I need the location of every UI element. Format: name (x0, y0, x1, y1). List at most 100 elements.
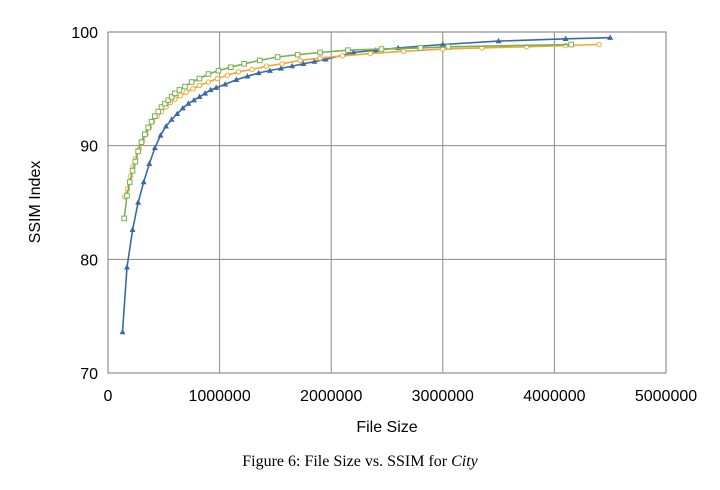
data-point (339, 53, 346, 59)
x-axis-title: File Size (356, 419, 417, 436)
data-point (289, 62, 296, 69)
data-point (188, 79, 195, 85)
data-point (233, 76, 240, 82)
x-tick-label: 3000000 (412, 388, 474, 405)
data-point (129, 167, 136, 174)
data-point (495, 37, 502, 44)
data-point (297, 57, 303, 64)
data-point (183, 89, 189, 95)
data-point (607, 34, 614, 40)
plot-area (107, 31, 667, 374)
data-point (205, 79, 212, 85)
data-point (439, 41, 446, 47)
grid (108, 32, 666, 373)
data-point (378, 46, 385, 52)
data-point (177, 92, 184, 99)
data-point (205, 71, 212, 77)
data-point (196, 75, 203, 82)
data-point (124, 192, 130, 199)
data-point (317, 55, 323, 61)
data-point (165, 97, 172, 104)
data-point (596, 41, 602, 48)
data-point (123, 264, 130, 270)
y-tick-labels: 70 80 90 100 (71, 25, 98, 383)
data-point (294, 51, 301, 58)
x-tick-labels: 0 1000000 2000000 3000000 4000000 5000000 (104, 388, 698, 405)
data-point (174, 110, 181, 117)
data-point (148, 118, 155, 125)
data-point (401, 48, 407, 55)
data-point (222, 81, 229, 87)
data-point (202, 90, 209, 96)
series-line (121, 36, 611, 333)
data-point (145, 124, 151, 131)
data-point (215, 67, 222, 74)
data-point (190, 86, 196, 92)
series-layer (119, 34, 614, 335)
data-point (142, 131, 148, 138)
data-point (135, 148, 141, 155)
data-point (300, 60, 307, 67)
x-tick-label: 4000000 (523, 388, 585, 405)
y-tick-label: 70 (80, 366, 98, 383)
data-point (135, 199, 142, 205)
data-point (445, 43, 452, 50)
data-point (224, 72, 231, 78)
data-point (263, 63, 270, 69)
data-point (163, 123, 170, 129)
data-point (256, 57, 263, 64)
data-point (279, 61, 285, 67)
data-point (207, 86, 214, 93)
data-point (129, 226, 136, 232)
data-point (350, 49, 357, 55)
data-point (172, 90, 178, 97)
x-tick-label: 5000000 (635, 388, 697, 405)
data-point (345, 47, 351, 53)
data-point (146, 160, 153, 167)
data-point (317, 49, 323, 56)
data-point (190, 97, 197, 103)
data-point (367, 50, 373, 57)
data-point (214, 75, 221, 82)
series-3 (121, 41, 574, 222)
data-point (241, 61, 247, 67)
data-point (168, 93, 175, 100)
data-point (274, 54, 281, 60)
figure-caption: Figure 6: File Size vs. SSIM for City (242, 453, 478, 470)
x-tick-label: 2000000 (300, 388, 362, 405)
data-point (138, 139, 145, 146)
data-point (155, 108, 162, 115)
x-tick-label: 1000000 (188, 388, 250, 405)
data-point (255, 69, 262, 76)
data-point (266, 67, 273, 73)
x-tick-label: 0 (104, 388, 113, 405)
data-point (168, 116, 175, 122)
data-point (151, 144, 158, 151)
data-point (213, 84, 220, 90)
data-point (176, 87, 183, 93)
series-line (123, 43, 572, 219)
y-tick-label: 100 (71, 25, 98, 42)
data-point (158, 104, 165, 110)
series-2 (122, 41, 602, 200)
data-point (185, 100, 192, 106)
data-point (119, 328, 126, 335)
data-point (121, 215, 127, 222)
data-point (182, 83, 188, 90)
data-point (179, 104, 186, 111)
data-point (157, 132, 164, 138)
data-point (562, 35, 569, 42)
y-axis-title: SSIM Index (27, 161, 44, 244)
data-point (277, 65, 284, 71)
data-point (132, 158, 139, 165)
data-point (249, 66, 255, 73)
data-point (196, 82, 203, 89)
data-point (162, 100, 168, 107)
data-point (152, 113, 158, 119)
caption-subject: City (451, 453, 479, 470)
data-point (235, 69, 242, 75)
series-line (123, 43, 600, 198)
data-point (417, 45, 424, 51)
data-point (311, 58, 318, 64)
